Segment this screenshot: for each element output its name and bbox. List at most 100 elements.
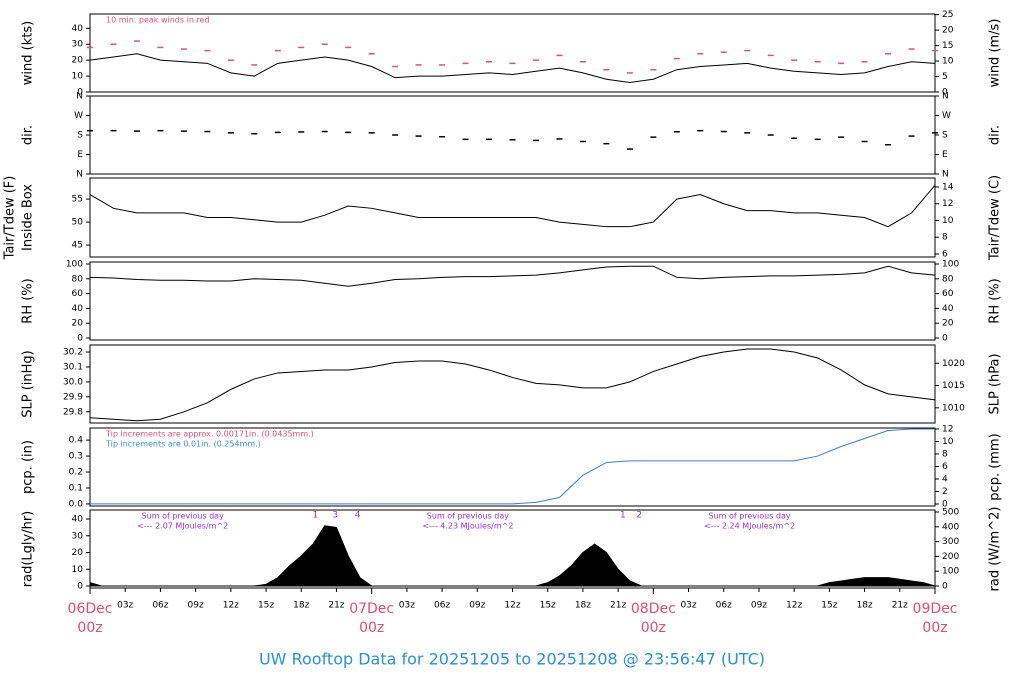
x-tick-label: 12z bbox=[504, 601, 520, 611]
x-tick-label: 09z bbox=[188, 601, 204, 611]
y-tick-label: S bbox=[77, 131, 83, 141]
y-tick-label: 20 bbox=[72, 56, 84, 66]
y2-tick-label: 0 bbox=[942, 88, 948, 98]
y-tick-label: E bbox=[77, 150, 83, 160]
y2-tick-label: 6 bbox=[942, 249, 948, 259]
y2-tick-label: W bbox=[942, 111, 951, 121]
peak-label: 3 bbox=[332, 511, 338, 521]
x-tick-label: 03z bbox=[399, 601, 415, 611]
page-title: UW Rooftop Data for 20251205 to 20251208… bbox=[259, 650, 765, 669]
day-tick-sublabel: 00z bbox=[641, 620, 666, 636]
y2-tick-label: 100 bbox=[942, 259, 959, 269]
y-tick-label: 30 bbox=[72, 531, 84, 541]
y-tick-label: 0.1 bbox=[69, 483, 83, 493]
y2-axis-label: RH (%) bbox=[988, 278, 1003, 323]
y2-tick-label: 5 bbox=[942, 72, 948, 82]
y2-tick-label: 0 bbox=[942, 500, 948, 510]
y-tick-label: 0.4 bbox=[69, 436, 84, 446]
x-tick-label: 09z bbox=[469, 601, 485, 611]
y-tick-label: 50 bbox=[72, 218, 84, 228]
y2-tick-label: 14 bbox=[942, 182, 954, 192]
y-tick-label: N bbox=[76, 92, 83, 102]
annotation: 10 min. peak winds in red bbox=[106, 16, 210, 25]
y2-tick-label: E bbox=[942, 150, 948, 160]
y-tick-label: 20 bbox=[72, 548, 84, 558]
day-sum: Sum of previous day bbox=[708, 512, 790, 521]
y2-tick-label: 8 bbox=[942, 233, 948, 243]
data-line bbox=[89, 53, 936, 83]
x-tick-label: 21z bbox=[610, 601, 626, 611]
peak-label: 1 bbox=[312, 511, 318, 521]
y-tick-label: 30.1 bbox=[63, 362, 83, 372]
day-sum: <--- 2.07 MJoules/m^2 bbox=[137, 522, 228, 531]
y-tick-label: 30 bbox=[72, 40, 84, 50]
x-tick-label: 06z bbox=[716, 601, 732, 611]
x-tick-label: 15z bbox=[258, 601, 274, 611]
y2-tick-label: N bbox=[942, 92, 949, 102]
data-line bbox=[89, 185, 936, 228]
y2-tick-label: 15 bbox=[942, 41, 953, 51]
y-tick-label: 30.2 bbox=[63, 348, 83, 358]
x-tick-label: 03z bbox=[117, 601, 133, 611]
y2-tick-label: 10 bbox=[942, 437, 954, 447]
day-sum: Sum of previous day bbox=[427, 512, 509, 521]
y2-tick-label: 8 bbox=[942, 450, 948, 460]
y-axis-label: rad(Lgly/hr) bbox=[21, 511, 36, 587]
y-tick-label: 10 bbox=[72, 72, 84, 82]
y-tick-label: 0 bbox=[77, 334, 83, 344]
y2-axis-label: Tair/Tdew (C) bbox=[988, 175, 1003, 261]
y2-tick-label: 100 bbox=[942, 567, 959, 577]
x-tick-label: 06z bbox=[434, 601, 450, 611]
y-tick-label: 55 bbox=[72, 195, 83, 205]
peak-label: 1 bbox=[620, 511, 626, 521]
y2-tick-label: 1010 bbox=[942, 403, 965, 413]
day-tick-label: 09Dec bbox=[913, 601, 958, 617]
y-tick-label: 0 bbox=[77, 88, 83, 98]
y-axis-note: Inside Box bbox=[21, 184, 36, 251]
x-tick-label: 12z bbox=[786, 601, 802, 611]
x-tick-label: 18z bbox=[575, 601, 591, 611]
y2-axis-label: wind (m/s) bbox=[988, 19, 1003, 88]
y2-tick-label: 500 bbox=[942, 507, 959, 517]
y2-tick-label: 10 bbox=[942, 57, 954, 67]
y-tick-label: 40 bbox=[72, 515, 84, 525]
y2-tick-label: N bbox=[942, 170, 949, 180]
y-tick-label: 0.2 bbox=[69, 468, 83, 478]
y-axis-label: SLP (inHg) bbox=[21, 350, 36, 418]
x-tick-label: 21z bbox=[328, 601, 344, 611]
y2-tick-label: 40 bbox=[942, 304, 954, 314]
data-line bbox=[89, 348, 936, 422]
x-tick-label: 18z bbox=[293, 601, 309, 611]
y-axis-label: RH (%) bbox=[21, 278, 36, 323]
y-tick-label: N bbox=[76, 170, 83, 180]
y2-tick-label: S bbox=[942, 131, 948, 141]
panel-frame bbox=[89, 177, 936, 258]
day-tick-sublabel: 00z bbox=[922, 620, 947, 636]
y-axis-label: dir. bbox=[21, 125, 36, 145]
y-tick-label: 60 bbox=[72, 289, 84, 299]
annotation: Tip increments are 0.01in. (0.254mm.) bbox=[105, 440, 261, 449]
day-sum: <--- 2.24 MJoules/m^2 bbox=[704, 522, 795, 531]
y2-tick-label: 0 bbox=[942, 334, 948, 344]
y-tick-label: 45 bbox=[72, 241, 83, 251]
y-tick-label: 30.0 bbox=[63, 377, 83, 387]
y2-tick-label: 1015 bbox=[942, 381, 965, 391]
y2-tick-label: 4 bbox=[942, 475, 948, 485]
y2-tick-label: 12 bbox=[942, 425, 953, 435]
y2-tick-label: 60 bbox=[942, 289, 954, 299]
y-tick-label: 10 bbox=[72, 565, 84, 575]
y-tick-label: 20 bbox=[72, 319, 84, 329]
data-area bbox=[89, 525, 936, 587]
y2-tick-label: 400 bbox=[942, 522, 959, 532]
y2-tick-label: 20 bbox=[942, 319, 954, 329]
y-tick-label: 100 bbox=[66, 259, 83, 269]
x-tick-label: 18z bbox=[856, 601, 872, 611]
y2-axis-label: dir. bbox=[988, 125, 1003, 145]
peak-label: 2 bbox=[636, 511, 642, 521]
y2-tick-label: 1020 bbox=[942, 359, 965, 369]
y-tick-label: 0 bbox=[77, 581, 83, 591]
peak-label: 4 bbox=[355, 511, 361, 521]
panel-frame bbox=[89, 261, 936, 341]
day-tick-label: 08Dec bbox=[631, 601, 676, 617]
day-tick-label: 06Dec bbox=[68, 601, 113, 617]
